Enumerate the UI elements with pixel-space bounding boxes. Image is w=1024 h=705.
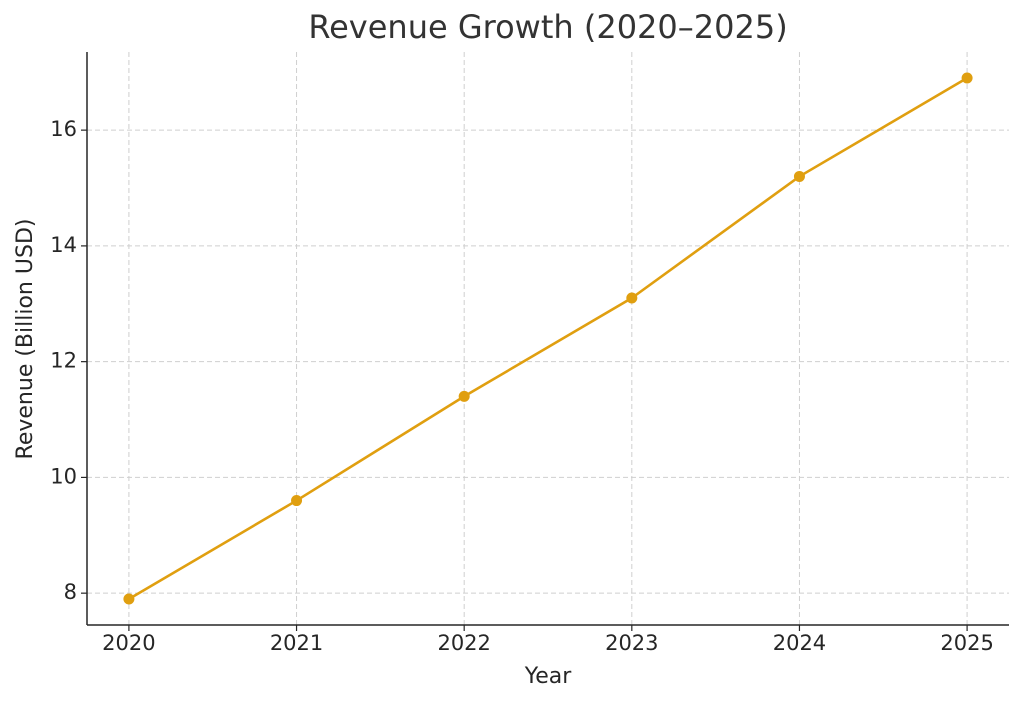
y-tick-label: 8	[64, 580, 77, 604]
data-point	[626, 292, 638, 304]
y-tick-label: 16	[50, 117, 77, 141]
x-tick-label: 2020	[102, 631, 155, 655]
data-line	[128, 76, 968, 601]
data-point	[123, 593, 135, 605]
data-point	[793, 170, 805, 182]
x-tick-label: 2024	[773, 631, 826, 655]
x-tick-label: 2022	[437, 631, 490, 655]
y-tick-label: 10	[50, 464, 77, 488]
data-point	[291, 495, 303, 507]
x-axis-label: Year	[524, 664, 573, 689]
chart-title: Revenue Growth (2020–2025)	[308, 8, 787, 46]
y-axis-label: Revenue (Billion USD)	[13, 219, 38, 460]
x-tick-label: 2025	[940, 631, 993, 655]
y-tick-label: 14	[50, 233, 77, 257]
data-point	[961, 72, 973, 84]
x-tick-label: 2023	[605, 631, 658, 655]
data-point	[458, 390, 470, 402]
x-tick-label: 2021	[270, 631, 323, 655]
y-tick-label: 12	[50, 349, 77, 373]
